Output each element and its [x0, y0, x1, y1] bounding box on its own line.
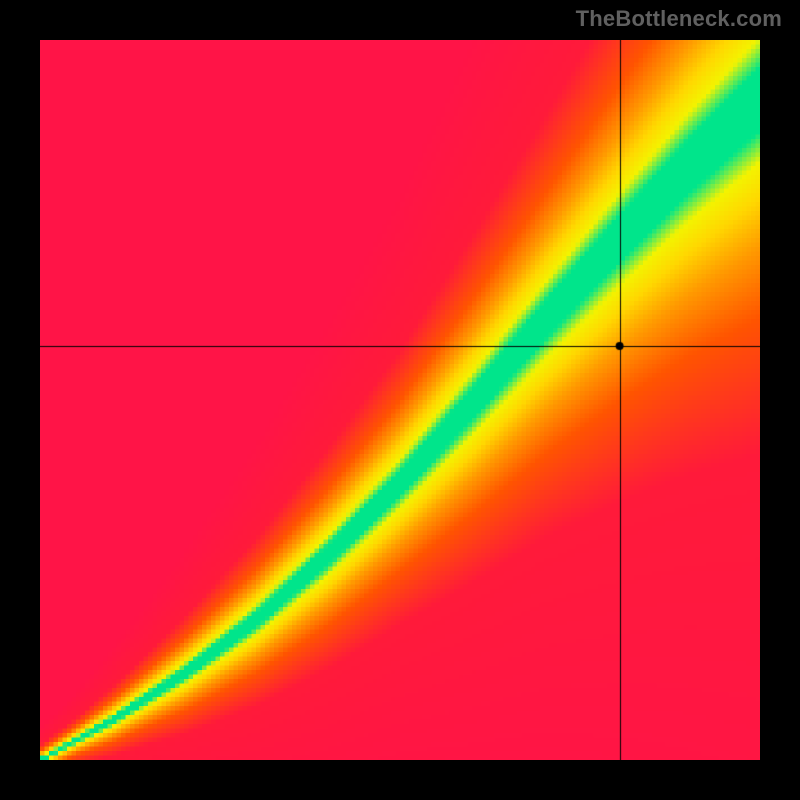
bottleneck-chart: TheBottleneck.com: [0, 0, 800, 800]
watermark-text: TheBottleneck.com: [576, 6, 782, 32]
overlay-canvas: [40, 40, 760, 760]
